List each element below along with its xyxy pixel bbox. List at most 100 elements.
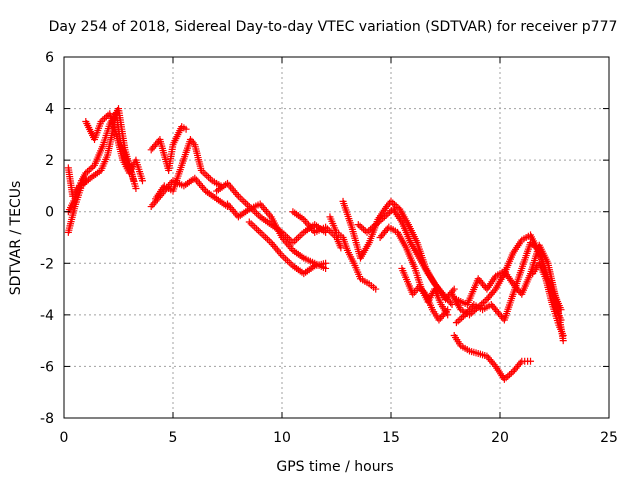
plot-frame xyxy=(63,56,610,419)
data-point-interp xyxy=(262,207,270,215)
x-tick-label: 0 xyxy=(60,430,69,446)
data-point-interp xyxy=(192,176,200,184)
series-track-10 xyxy=(245,218,330,278)
data-point-interp xyxy=(506,371,514,379)
data-point-interp xyxy=(228,185,236,193)
y-tick-label: 4 xyxy=(45,102,54,118)
data-point-interp xyxy=(258,202,266,210)
data-point-interp xyxy=(265,237,273,245)
series-track-6 xyxy=(147,123,190,174)
data-point-interp xyxy=(286,243,294,251)
data-point-interp xyxy=(251,223,259,231)
data-point xyxy=(448,301,456,309)
data-point xyxy=(450,285,458,293)
data-point-interp xyxy=(456,315,464,323)
data-point-interp xyxy=(230,187,238,195)
series-track-3 xyxy=(82,110,146,185)
series-track-14 xyxy=(354,205,458,303)
series-track-12 xyxy=(326,213,380,293)
data-point-interp xyxy=(230,207,238,215)
data-point-interp xyxy=(102,113,110,121)
data-point-interp xyxy=(199,183,207,191)
grid xyxy=(64,57,609,418)
data-point-interp xyxy=(285,258,293,266)
data-point-interp xyxy=(260,232,268,240)
data-point-interp xyxy=(201,170,209,178)
data-point xyxy=(354,221,362,229)
data-point-interp xyxy=(233,190,241,198)
data-point-interp xyxy=(238,196,246,204)
data-point-interp xyxy=(203,172,211,180)
data-point-interp xyxy=(282,255,290,263)
y-tick-label: 0 xyxy=(45,205,54,221)
data-point-interp xyxy=(490,287,498,295)
series-track-4 xyxy=(64,164,90,200)
x-tick-label: 25 xyxy=(600,430,618,446)
data-point-interp xyxy=(101,114,109,122)
data-point xyxy=(278,252,286,260)
data-point-interp xyxy=(87,164,95,172)
data-point-interp xyxy=(296,232,304,240)
data-point xyxy=(130,177,138,185)
data-point-interp xyxy=(195,180,203,188)
data-point-interp xyxy=(263,235,271,243)
data-point xyxy=(182,125,190,133)
axis-ticks: 0 5 10 15 20 25 -8 -6 -4 -2 0 2 4 6 xyxy=(40,50,618,446)
data-point-interp xyxy=(454,317,462,325)
y-axis-label: SDTVAR / TECUs xyxy=(8,181,24,296)
data-point-interp xyxy=(458,314,466,322)
data-point-interp xyxy=(197,182,205,190)
data-point-interp xyxy=(516,359,524,367)
data-point xyxy=(372,285,380,293)
data-point-interp xyxy=(261,206,269,214)
data-point-interp xyxy=(269,240,277,248)
data-point xyxy=(245,218,253,226)
data-point-interp xyxy=(481,297,489,305)
data-point xyxy=(256,228,264,236)
data-point-interp xyxy=(254,227,262,235)
data-point-interp xyxy=(301,217,309,225)
data-point-interp xyxy=(253,209,261,217)
series-track-20 xyxy=(450,331,535,383)
chart-title: Day 254 of 2018, Sidereal Day-to-day VTE… xyxy=(49,19,618,35)
x-tick-label: 5 xyxy=(169,430,178,446)
y-tick-label: -8 xyxy=(40,411,54,427)
data-point xyxy=(234,192,242,200)
data-point-interp xyxy=(280,253,288,261)
data-point-interp xyxy=(478,300,486,308)
x-tick-label: 20 xyxy=(491,430,509,446)
data-point-interp xyxy=(240,197,248,205)
data-point xyxy=(444,306,452,314)
data-point-interp xyxy=(490,361,498,369)
y-tick-label: -2 xyxy=(40,256,54,272)
data-point xyxy=(527,357,535,365)
data-point xyxy=(147,203,155,211)
data-point-interp xyxy=(262,234,270,241)
data-point-interp xyxy=(447,299,455,307)
data-point-interp xyxy=(275,248,283,256)
data-point-interp xyxy=(276,250,284,258)
data-point-interp xyxy=(360,225,368,233)
data-point-interp xyxy=(479,298,487,306)
y-tick-label: 6 xyxy=(45,50,54,66)
data-point-interp xyxy=(293,235,301,243)
data-point-interp xyxy=(231,189,239,197)
y-tick-label: -6 xyxy=(40,359,54,375)
data-point-interp xyxy=(273,246,281,254)
data-point-interp xyxy=(504,372,512,380)
x-tick-label: 10 xyxy=(273,430,291,446)
data-point-interp xyxy=(356,222,364,230)
data-point-interp xyxy=(390,200,398,208)
series-track-9 xyxy=(224,200,330,272)
data-point-interp xyxy=(189,139,197,147)
data-point-interp xyxy=(358,224,366,232)
data-point-interp xyxy=(249,221,257,229)
data-point-interp xyxy=(507,369,515,377)
y-tick-label: 2 xyxy=(45,153,54,169)
data-point-interp xyxy=(247,220,255,228)
data-point-interp xyxy=(200,185,208,193)
series-track-16 xyxy=(398,264,452,324)
data-point-interp xyxy=(253,225,261,233)
data-point-interp xyxy=(294,234,302,241)
series-track-11 xyxy=(289,208,345,252)
